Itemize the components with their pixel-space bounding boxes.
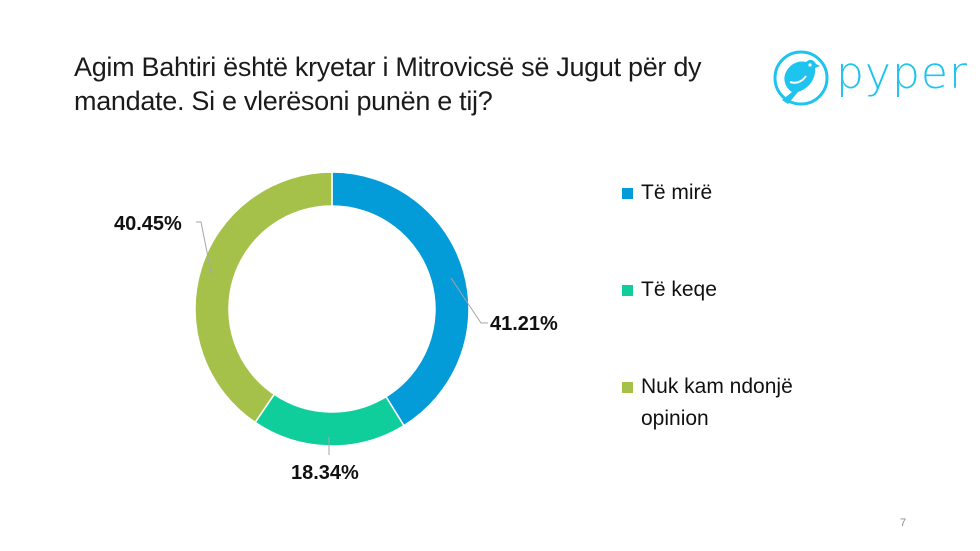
data-label-good: 41.21% bbox=[490, 313, 558, 335]
data-label-no-opinion: 40.45% bbox=[114, 213, 182, 235]
legend-label: Të keqe bbox=[641, 278, 717, 301]
bird-logo-icon bbox=[773, 50, 829, 106]
legend-swatch-good bbox=[622, 188, 633, 199]
leader-line-good bbox=[450, 277, 488, 324]
legend-item-good: Të mirë bbox=[622, 177, 712, 209]
pyper-logo: pyper bbox=[768, 46, 968, 116]
legend-item-bad: Të keqe bbox=[622, 274, 717, 306]
slide-title: Agim Bahtiri është kryetar i Mitrovicsë … bbox=[74, 52, 702, 116]
legend-swatch-no-opinion bbox=[622, 382, 633, 393]
logo-wordmark: pyper bbox=[836, 48, 969, 99]
legend-label-line1: Nuk kam ndonjë bbox=[641, 375, 793, 398]
data-label-bad: 18.34% bbox=[291, 462, 359, 484]
legend-label-line2: opinion bbox=[641, 407, 709, 430]
page-number: 7 bbox=[900, 517, 907, 529]
leader-line-no-opinion bbox=[196, 221, 213, 278]
slice-good bbox=[331, 171, 470, 427]
legend-item-no-opinion: Nuk kam ndonjë opinion bbox=[622, 371, 793, 435]
slice-no-opinion bbox=[194, 171, 333, 424]
legend-swatch-bad bbox=[622, 285, 633, 296]
legend-label: Të mirë bbox=[641, 181, 713, 204]
